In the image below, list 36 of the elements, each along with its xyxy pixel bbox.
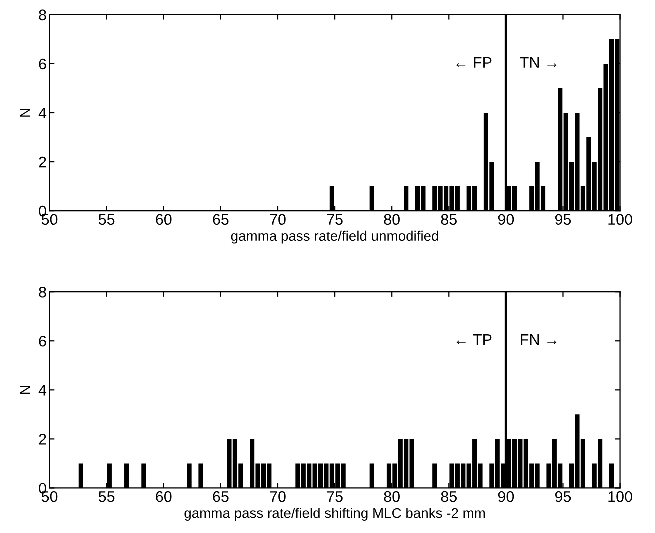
y-tick-label: 4: [38, 108, 47, 119]
y-tick-label: 2: [39, 156, 46, 168]
x-tick-label: 65: [213, 491, 229, 502]
x-tick-label: 65: [213, 214, 229, 226]
x-tick-label: 90: [498, 491, 514, 502]
x-tick-label: 80: [384, 214, 400, 226]
y-tick-label: 6: [39, 336, 46, 347]
y-tick-label: 2: [39, 434, 46, 445]
x-tick-label: 80: [384, 491, 400, 502]
x-tick-label: 60: [156, 214, 172, 226]
x-axis-title: gamma pass rate/field unmodified: [231, 230, 438, 244]
y-tick-label: 8: [39, 286, 46, 298]
x-tick-label: 95: [555, 214, 572, 226]
y-tick-label: 8: [39, 10, 46, 21]
x-tick-label: 70: [270, 214, 286, 226]
annotation: FN →: [521, 334, 557, 346]
x-tick-label: 100: [608, 214, 632, 226]
x-tick-label: 60: [156, 491, 172, 502]
x-tick-label: 70: [270, 491, 286, 502]
x-tick-label: 85: [441, 214, 457, 226]
y-axis-title: N: [20, 109, 30, 117]
x-tick-label: 75: [327, 492, 343, 502]
x-tick-label: 85: [441, 491, 457, 502]
x-tick-label: 55: [98, 492, 115, 502]
x-tick-label: 100: [608, 491, 632, 502]
annotation: ← FP: [456, 57, 492, 68]
x-axis-title: gamma pass rate/field shifting MLC banks -2 mm: [184, 508, 486, 521]
y-axis-title: N: [20, 386, 30, 394]
y-tick-label: 6: [39, 58, 46, 70]
x-tick-label: 90: [498, 214, 514, 226]
x-tick-label: 95: [555, 491, 572, 502]
x-tick-label: 75: [327, 214, 343, 226]
x-tick-label: 55: [98, 214, 115, 226]
y-tick-label: 4: [38, 385, 47, 396]
annotation: ← TP: [456, 334, 492, 346]
annotation: TN →: [520, 57, 557, 68]
